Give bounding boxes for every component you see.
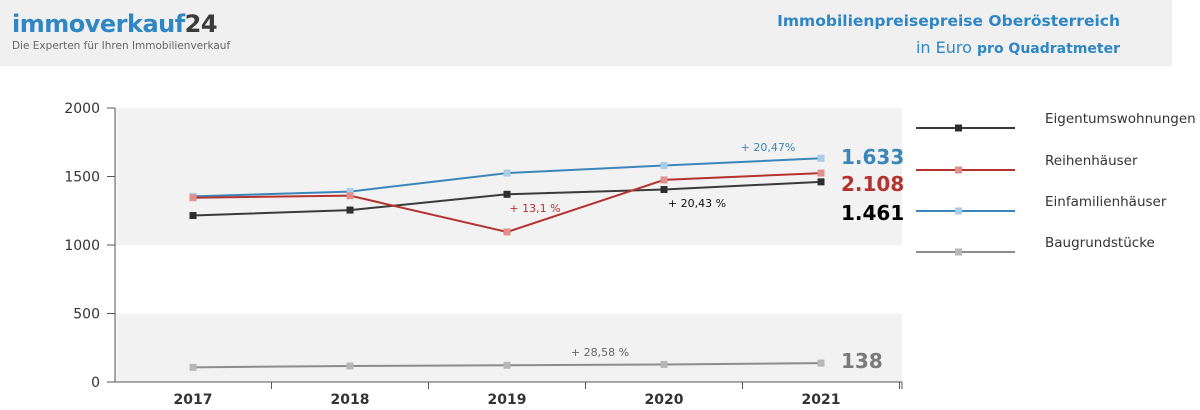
chart-subtitle: in Euro pro Quadratmeter: [916, 38, 1120, 57]
y-tick-label: 2000: [64, 101, 100, 117]
data-point: [660, 186, 668, 194]
data-point: [346, 206, 354, 214]
y-tick-label: 0: [91, 375, 100, 391]
annotation-label: + 13,1 %: [509, 202, 560, 215]
data-point: [189, 363, 197, 371]
annotation-label: + 28,58 %: [571, 346, 629, 359]
x-tick-label: 2018: [331, 392, 370, 408]
data-point: [817, 178, 825, 186]
x-tick-label: 2021: [802, 392, 841, 408]
y-tick-label: 500: [73, 307, 100, 323]
data-point: [346, 362, 354, 370]
annotation-label: + 20,47%: [741, 141, 796, 154]
x-tick-label: 2017: [174, 392, 213, 408]
end-value-einfamilienhäuser: 1.633: [841, 145, 904, 169]
legend-label: Eigentumswohnungen: [1045, 111, 1196, 127]
end-values: 1.461 2.108 1.633 138: [841, 145, 904, 373]
data-point: [660, 162, 668, 170]
data-point: [660, 360, 668, 368]
data-point: [503, 190, 511, 198]
chart-title: Immobilienpreisepreise Oberösterreich: [777, 12, 1120, 30]
legend-label: Baugrundstücke: [1045, 235, 1155, 251]
subtitle-per: pro Quadratmeter: [977, 41, 1120, 57]
annotation-label: + 20,43 %: [668, 197, 726, 210]
end-value-baugrundstücke: 138: [841, 349, 883, 373]
legend-marker: [955, 248, 962, 256]
data-point: [189, 194, 197, 202]
data-point: [817, 154, 825, 162]
brand-tagline: Die Experten für Ihren Immobilienverkauf: [12, 40, 231, 52]
end-value-reihenhäuser: 2.108: [841, 172, 904, 196]
data-point: [817, 169, 825, 177]
y-tick-label: 1500: [64, 170, 100, 186]
background-bands: [115, 108, 902, 382]
header-bar: immoverkauf24 Die Experten für Ihren Imm…: [0, 0, 1172, 66]
brand-number: 24: [184, 10, 218, 38]
data-point: [660, 176, 668, 184]
legend-label: Einfamilienhäuser: [1045, 194, 1167, 210]
data-point: [503, 169, 511, 177]
band-0-500: [115, 313, 902, 382]
annotations: + 20,47% + 13,1 % + 20,43 % + 28,58 %: [509, 141, 795, 359]
data-point: [503, 361, 511, 369]
data-point: [503, 228, 511, 236]
legend-marker: [955, 207, 962, 215]
x-tick-label: 2020: [645, 392, 684, 408]
data-point: [346, 192, 354, 200]
data-point: [189, 212, 197, 220]
legend: Eigentumswohnungen Reihenhäuser Einfamilie…: [916, 111, 1196, 256]
series-lines: [189, 154, 825, 371]
axes: 0 500 1000 1500 2000 2017 2018 2019 2020 2021: [64, 101, 903, 408]
x-tick-label: 2019: [488, 392, 527, 408]
data-point: [346, 188, 354, 196]
legend-marker: [955, 124, 962, 132]
y-tick-label: 1000: [64, 238, 100, 254]
data-point: [817, 359, 825, 367]
legend-label: Reihenhäuser: [1045, 153, 1138, 169]
end-value-eigentumswohnungen: 1.461: [841, 201, 904, 225]
subtitle-unit: in Euro: [915, 38, 972, 57]
brand-logo: immoverkauf24: [12, 10, 218, 38]
legend-marker: [955, 166, 962, 174]
brand-name: immoverkauf: [12, 10, 185, 38]
